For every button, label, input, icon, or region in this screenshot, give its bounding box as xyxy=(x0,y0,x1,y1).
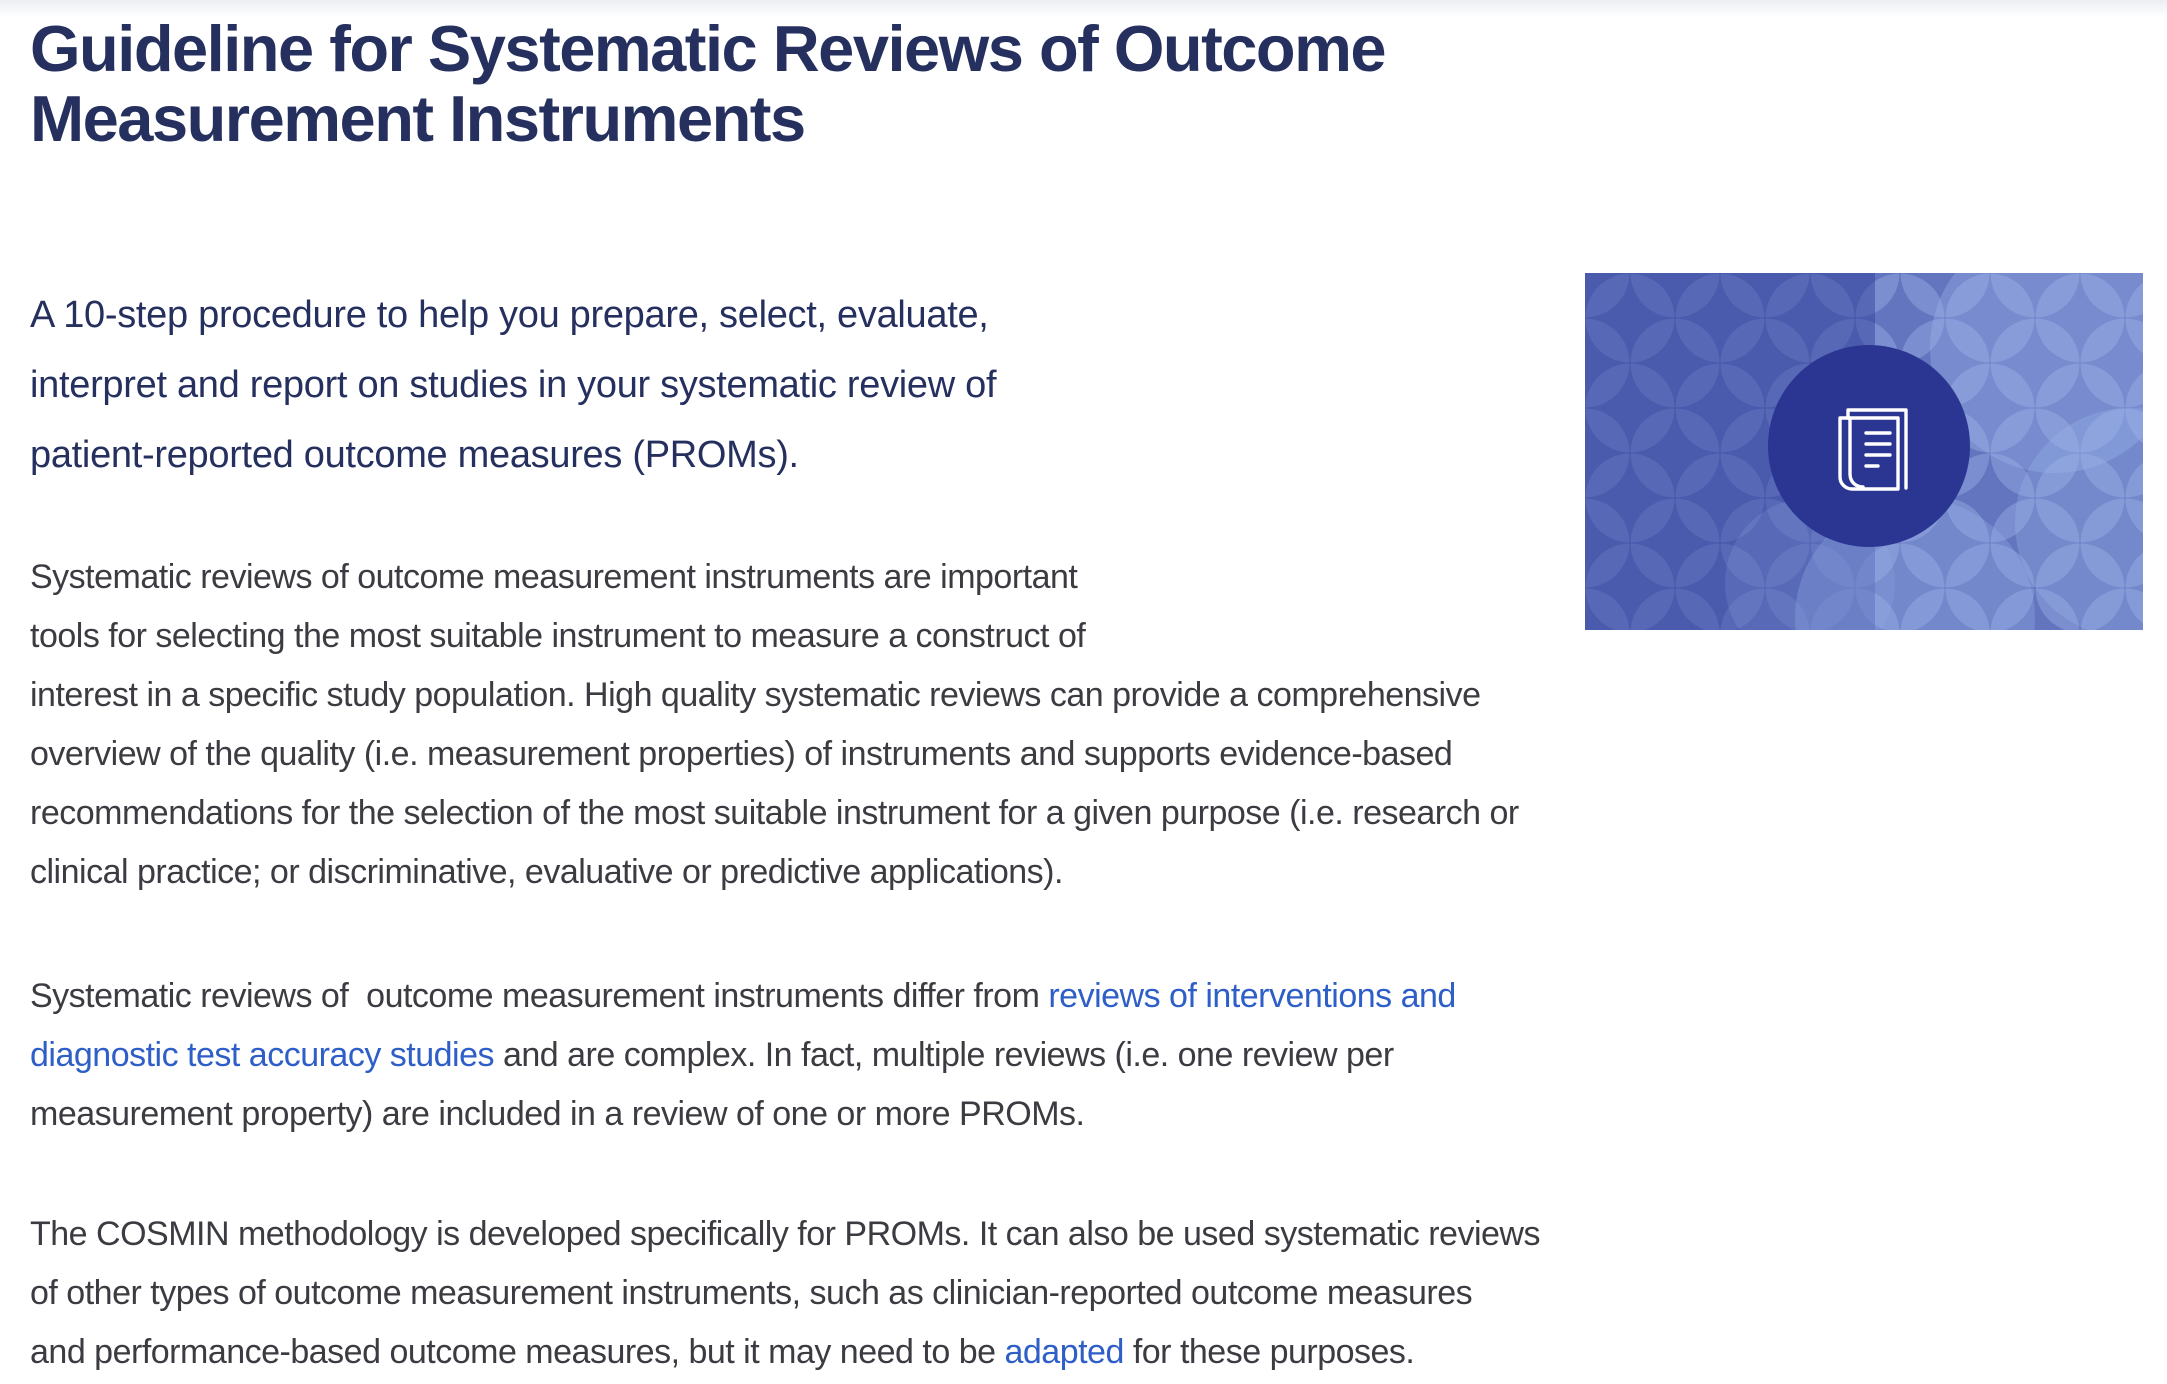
page-title: Guideline for Systematic Reviews of Outc… xyxy=(30,12,1387,155)
text-run: Systematic reviews of outcome measuremen… xyxy=(30,977,1049,1015)
hero-circle xyxy=(1768,345,1970,547)
top-strip xyxy=(0,0,2167,16)
paragraph-2: Systematic reviews of outcome measuremen… xyxy=(30,967,2143,1144)
text-run: and are complex. In fact, multiple revie… xyxy=(30,1036,1394,1133)
inline-link[interactable]: adapted xyxy=(1004,1333,1124,1371)
paragraph-3: The COSMIN methodology is developed spec… xyxy=(30,1205,2143,1382)
hero-pattern xyxy=(1585,273,2143,630)
lead-paragraph: A 10-step procedure to help you prepare,… xyxy=(30,294,997,476)
text-run: for these purposes. xyxy=(1123,1333,1415,1371)
book-icon xyxy=(1838,408,1908,491)
text-run: The COSMIN methodology is developed spec… xyxy=(30,1215,1540,1371)
article-content: Guideline for Systematic Reviews of Outc… xyxy=(30,0,2143,1382)
inline-link[interactable]: reviews of interventions and diagnostic … xyxy=(30,977,1456,1074)
text-run: Systematic reviews of outcome measuremen… xyxy=(30,558,1519,891)
hero-image xyxy=(1585,273,2143,630)
paragraph-1: Systematic reviews of outcome measuremen… xyxy=(30,548,2143,902)
